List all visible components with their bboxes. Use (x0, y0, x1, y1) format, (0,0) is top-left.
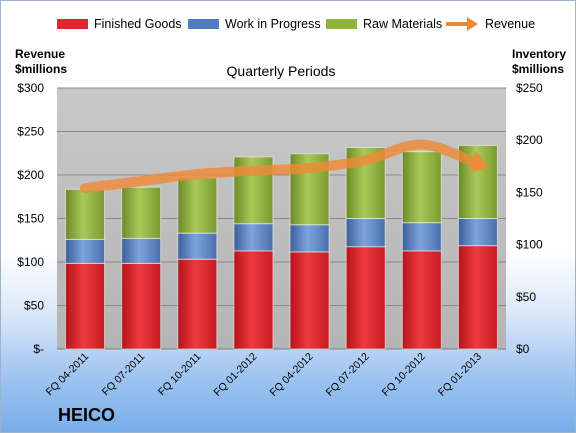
revenue-line (80, 139, 490, 194)
bar-work-in-progress (233, 223, 274, 252)
right-axis-title-line: Inventory (512, 47, 567, 61)
bar-work-in-progress (121, 237, 162, 264)
legend-item-revenue: Revenue (445, 13, 535, 35)
bar-raw-materials (177, 177, 218, 234)
left-axis-tick-label: $200 (17, 168, 44, 182)
right-axis-tick-label: $100 (516, 238, 543, 252)
left-axis-ticks: $- $50 $100 $150 $200 $250 $300 (17, 81, 44, 356)
left-axis-title-line: Revenue (15, 47, 66, 61)
category-label: FQ 01-2012 (211, 351, 259, 399)
legend-label: Raw Materials (363, 17, 443, 31)
bar-finished-goods (289, 251, 330, 350)
right-axis-title: Inventory $millions (512, 47, 566, 77)
bar-work-in-progress (401, 222, 442, 252)
right-axis-tick-label: $250 (516, 81, 543, 95)
chart-title: Quarterly Periods (227, 63, 336, 79)
bar-work-in-progress (457, 218, 498, 247)
bar-finished-goods (457, 245, 498, 350)
right-axis-tick-label: $200 (516, 133, 543, 147)
bar-work-in-progress (289, 224, 330, 253)
legend-swatch (188, 19, 219, 29)
left-axis-tick-label: $250 (17, 125, 44, 139)
revenue-line-path (80, 139, 483, 194)
right-axis-tick-label: $150 (516, 185, 543, 199)
category-label: FQ 07-2011 (100, 351, 148, 399)
left-axis-tick-label: $50 (24, 299, 44, 313)
legend-swatch (326, 19, 357, 29)
category-axis: FQ 04-2011 FQ 07-2011 FQ 10-2011 FQ 01-2012… (44, 351, 485, 399)
bar-work-in-progress (345, 218, 386, 248)
right-axis-tick-label: $0 (516, 342, 530, 356)
category-label: FQ 07-2012 (324, 351, 372, 399)
bars (65, 144, 498, 350)
legend: Finished Goods Work in Progress Raw Mate… (1, 13, 575, 35)
bar-raw-materials (401, 151, 442, 224)
legend-label: Finished Goods (94, 17, 182, 31)
right-axis-title-line: $millions (512, 62, 565, 76)
bar-raw-materials (65, 188, 106, 240)
left-axis-tick-label: $- (33, 342, 44, 356)
bar-work-in-progress (177, 232, 218, 260)
legend-label: Work in Progress (225, 17, 321, 31)
left-axis-title: Revenue $millions (15, 47, 67, 77)
bar-finished-goods (345, 246, 386, 350)
arrow-icon (446, 17, 478, 31)
bar-finished-goods (401, 250, 442, 350)
brand-name: HEICO (58, 405, 116, 425)
left-axis-tick-label: $300 (17, 81, 44, 95)
bar-raw-materials (121, 186, 162, 239)
category-label: FQ 10-2011 (156, 351, 204, 399)
bar-finished-goods (233, 250, 274, 350)
revenue-arrow-head (468, 151, 490, 173)
left-axis-tick-label: $100 (17, 255, 44, 269)
legend-item-raw-materials: Raw Materials (326, 13, 442, 35)
bar-finished-goods (177, 258, 218, 350)
legend-item-finished-goods: Finished Goods (57, 13, 182, 35)
legend-label: Revenue (485, 17, 536, 31)
right-axis-ticks: $0 $50 $100 $150 $200 $250 (516, 81, 543, 356)
left-axis-title-line: $millions (15, 62, 68, 76)
bar-work-in-progress (65, 238, 106, 264)
category-label: FQ 04-2012 (268, 351, 316, 399)
category-label: FQ 04-2011 (44, 351, 92, 399)
legend-swatch (57, 19, 88, 29)
left-axis-tick-label: $150 (17, 212, 44, 226)
category-label: FQ 01-2013 (436, 351, 484, 399)
bar-finished-goods (121, 262, 162, 350)
legend-item-work-in-progress: Work in Progress (188, 13, 321, 35)
category-label: FQ 10-2012 (380, 351, 428, 399)
bar-finished-goods (65, 262, 106, 350)
right-axis-tick-label: $50 (516, 290, 536, 304)
